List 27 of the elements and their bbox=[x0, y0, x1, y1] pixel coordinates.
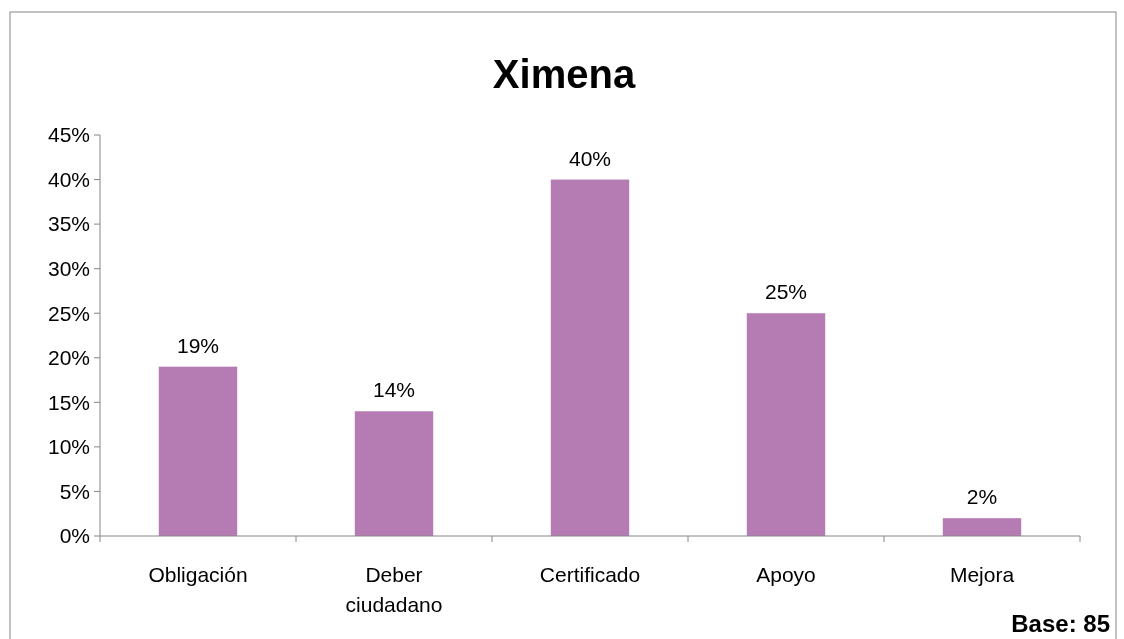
bar bbox=[746, 313, 826, 536]
bar bbox=[158, 366, 238, 536]
x-tick-label: Deber ciudadano bbox=[345, 563, 443, 616]
y-tick-label: 15% bbox=[47, 390, 90, 414]
data-label: 19% bbox=[176, 333, 220, 357]
y-tick-label: 20% bbox=[47, 346, 90, 370]
x-tick-label: Obligación bbox=[148, 563, 248, 586]
y-tick-label: 5% bbox=[59, 479, 90, 503]
y-tick-label: 25% bbox=[47, 301, 90, 325]
text: Base: 85 bbox=[1011, 610, 1110, 637]
data-label: 14% bbox=[372, 378, 416, 402]
y-tick-label: 10% bbox=[47, 435, 90, 459]
y-tick-label: 45% bbox=[47, 123, 90, 147]
data-label: 2% bbox=[966, 485, 998, 509]
x-tick-label: Certificado bbox=[539, 563, 641, 586]
data-label: 25% bbox=[764, 280, 808, 304]
y-tick-label: 35% bbox=[47, 212, 90, 236]
y-tick-label: 30% bbox=[47, 257, 90, 281]
x-tick-label: Apoyo bbox=[756, 563, 816, 586]
bar bbox=[354, 411, 434, 536]
x-tick-label: Mejora bbox=[949, 563, 1015, 586]
bar bbox=[550, 179, 630, 536]
bar bbox=[942, 518, 1022, 536]
chart-title: Ximena bbox=[492, 52, 636, 96]
data-label: 40% bbox=[568, 146, 612, 170]
y-tick-label: 40% bbox=[47, 167, 90, 191]
y-tick-label: 0% bbox=[59, 524, 90, 548]
